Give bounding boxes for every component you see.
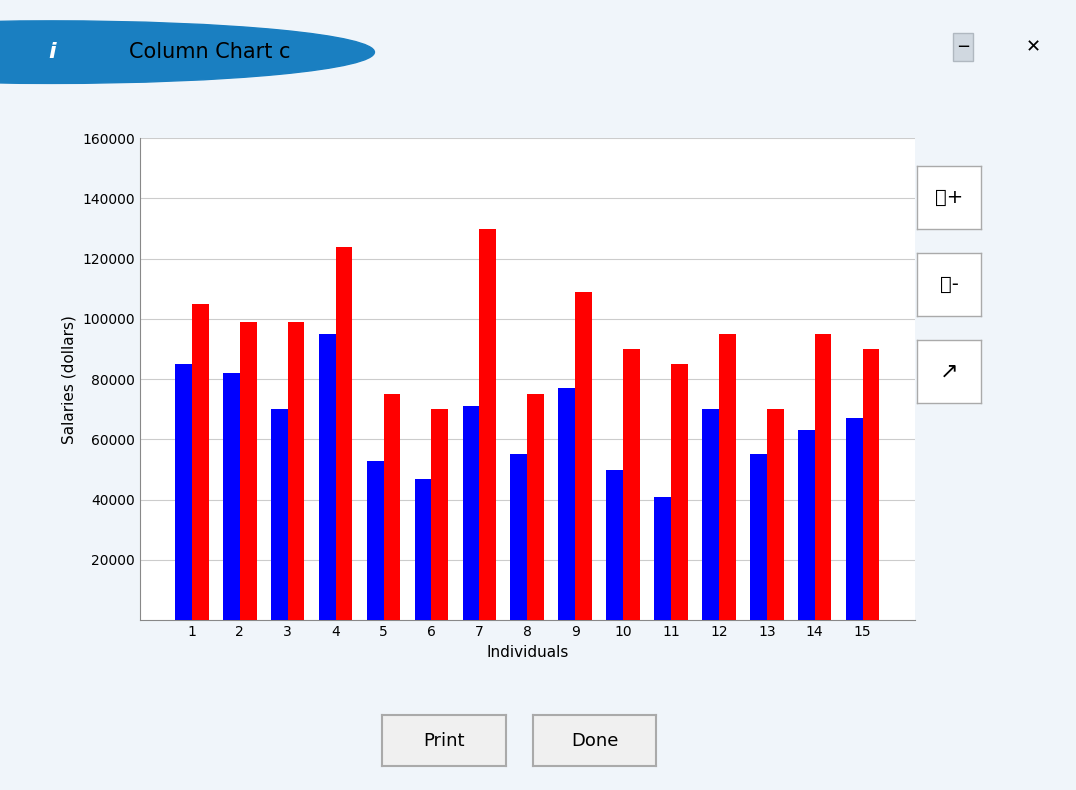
- Text: i: i: [47, 42, 56, 62]
- Bar: [671, 364, 688, 620]
- Text: Done: Done: [570, 732, 619, 750]
- Bar: [383, 394, 400, 620]
- Bar: [414, 479, 431, 620]
- Bar: [623, 349, 640, 620]
- Bar: [287, 322, 305, 620]
- Bar: [750, 454, 767, 620]
- Text: ✕: ✕: [1025, 38, 1040, 56]
- Circle shape: [0, 21, 374, 84]
- Bar: [798, 431, 815, 620]
- Text: ─: ─: [958, 38, 968, 56]
- Bar: [719, 334, 736, 620]
- Bar: [175, 364, 192, 620]
- Text: Print: Print: [423, 732, 465, 750]
- X-axis label: Individuals: Individuals: [486, 645, 568, 660]
- Bar: [318, 334, 336, 620]
- Bar: [815, 334, 832, 620]
- Bar: [463, 406, 479, 620]
- Bar: [479, 228, 496, 620]
- Text: ↗: ↗: [939, 361, 959, 382]
- Text: Column Chart c: Column Chart c: [129, 42, 291, 62]
- Bar: [431, 409, 449, 620]
- Bar: [367, 461, 383, 620]
- Bar: [192, 304, 209, 620]
- Bar: [240, 322, 256, 620]
- Bar: [271, 409, 287, 620]
- Text: 🔍+: 🔍+: [935, 188, 963, 207]
- Bar: [846, 419, 863, 620]
- Bar: [510, 454, 527, 620]
- Text: 🔍-: 🔍-: [939, 275, 959, 294]
- Bar: [606, 469, 623, 620]
- Bar: [336, 246, 352, 620]
- Bar: [223, 373, 240, 620]
- Y-axis label: Salaries (dollars): Salaries (dollars): [61, 314, 76, 444]
- Bar: [654, 497, 671, 620]
- Bar: [863, 349, 879, 620]
- Bar: [558, 388, 576, 620]
- Bar: [767, 409, 783, 620]
- Bar: [703, 409, 719, 620]
- Bar: [576, 292, 592, 620]
- Bar: [527, 394, 544, 620]
